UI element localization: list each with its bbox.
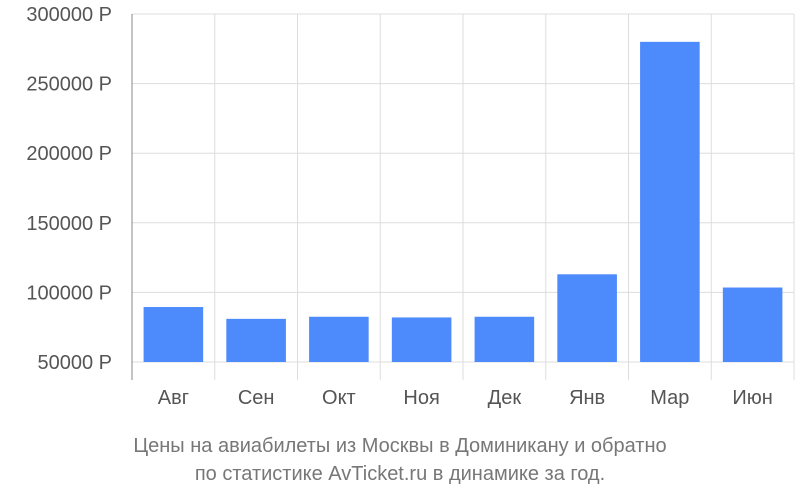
x-tick-label: Сен bbox=[238, 387, 275, 409]
x-tick-label: Авг bbox=[158, 387, 189, 409]
y-tick-label: 100000 Р bbox=[26, 282, 112, 304]
bar bbox=[474, 316, 535, 362]
y-tick-label: 300000 Р bbox=[26, 4, 112, 26]
y-axis-tick-labels: 300000 Р 250000 Р 200000 Р 150000 Р 100000 Р… bbox=[26, 4, 112, 374]
y-tick-label: 250000 Р bbox=[26, 74, 112, 96]
y-tick-label: 50000 Р bbox=[37, 352, 112, 374]
x-tick-label: Мар bbox=[650, 387, 689, 409]
x-tick-label: Окт bbox=[322, 387, 356, 409]
bar-series bbox=[143, 41, 783, 363]
caption-line-1: Цены на авиабилеты из Москвы в Доминикан… bbox=[133, 435, 667, 457]
caption-line-2: по статистике AvTicket.ru в динамике за … bbox=[194, 463, 606, 485]
x-tick-label: Ноя bbox=[403, 387, 439, 409]
bar bbox=[722, 287, 783, 362]
bar bbox=[557, 274, 617, 362]
y-tick-label: 200000 Р bbox=[26, 143, 112, 165]
chart-caption: Цены на авиабилеты из Москвы в Доминикан… bbox=[0, 432, 800, 488]
x-tick-label: Дек bbox=[488, 387, 522, 409]
bar bbox=[143, 307, 204, 362]
bar bbox=[640, 41, 700, 363]
x-axis-tick-labels: Авг Сен Окт Ноя Дек Янв Мар Июн bbox=[158, 387, 773, 409]
y-tick-label: 150000 Р bbox=[26, 213, 112, 235]
bar bbox=[391, 317, 452, 362]
bar bbox=[226, 318, 286, 362]
x-tick-label: Янв bbox=[569, 387, 605, 409]
x-tick-label: Июн bbox=[732, 387, 772, 409]
bar bbox=[309, 316, 369, 362]
bar-chart: 300000 Р 250000 Р 200000 Р 150000 Р 100000 Р… bbox=[26, 4, 795, 409]
